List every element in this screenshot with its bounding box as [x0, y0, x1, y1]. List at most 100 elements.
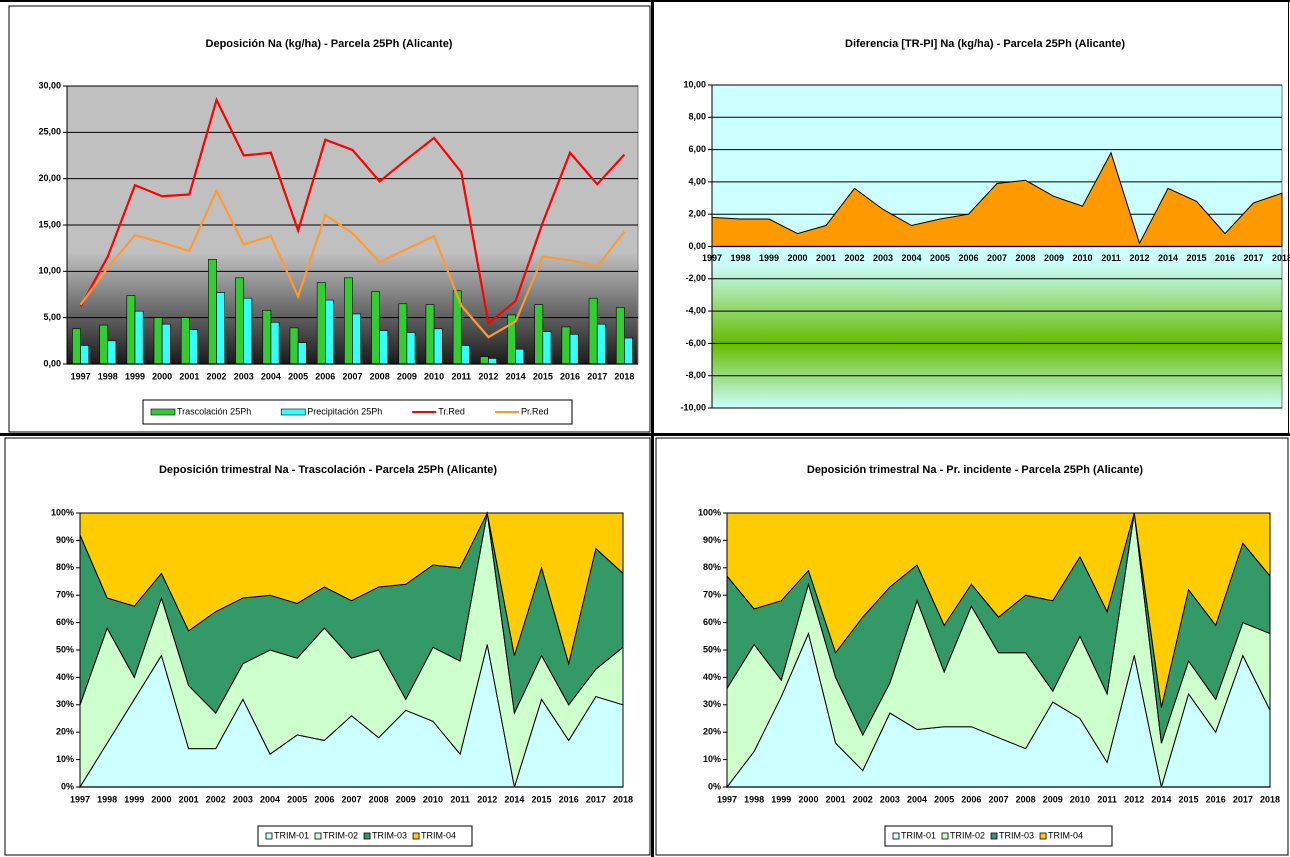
- x-tick-label: 2001: [179, 794, 199, 804]
- chart-title: Deposición trimestral Na - Trascolación …: [159, 464, 497, 476]
- bar: [398, 303, 408, 365]
- legend-box: [884, 825, 1113, 847]
- x-tick-label: 2008: [369, 794, 389, 804]
- x-tick-label: 2001: [826, 794, 846, 804]
- x-tick-label: 2015: [1179, 794, 1199, 804]
- y-tick-label: 50%: [56, 644, 74, 654]
- bar: [352, 313, 361, 365]
- bar: [161, 323, 171, 365]
- legend-label: TRIM-01: [901, 830, 936, 840]
- y-tick-label: 10%: [703, 754, 721, 764]
- chart-title: Deposición Na (kg/ha) - Parcela 25Ph (Al…: [206, 38, 453, 50]
- x-tick-label: 2009: [396, 794, 416, 804]
- legend-swatch: [412, 832, 420, 840]
- y-tick-label: 30%: [56, 699, 74, 709]
- x-tick-label: 2016: [1206, 794, 1226, 804]
- stacked-area: [79, 511, 624, 666]
- bar: [406, 332, 416, 365]
- y-tick-label: 30%: [703, 699, 721, 709]
- y-tick-label: -8,00: [685, 370, 706, 380]
- x-tick-label: 2011: [451, 371, 471, 381]
- x-tick-label: 1997: [71, 371, 91, 381]
- x-tick-label: 2017: [1233, 794, 1253, 804]
- legend-label: TRIM-03: [999, 830, 1034, 840]
- y-tick-label: 80%: [56, 562, 74, 572]
- x-tick-label: 2012: [1129, 253, 1149, 263]
- x-tick-label: 2015: [1186, 253, 1206, 263]
- legend-swatch: [280, 408, 306, 416]
- panel-frame: [655, 437, 1289, 856]
- y-tick-label: 0%: [708, 781, 721, 791]
- x-tick-label: 2002: [844, 253, 864, 263]
- y-tick-label: 20%: [703, 727, 721, 737]
- x-tick-label: 2018: [1272, 253, 1290, 263]
- panel-frame: [4, 437, 651, 856]
- bar: [270, 321, 280, 365]
- x-tick-label: 2014: [1151, 794, 1171, 804]
- bar: [134, 310, 144, 365]
- bar: [534, 304, 544, 365]
- x-tick-label: 2012: [1124, 794, 1144, 804]
- bar: [126, 295, 136, 365]
- x-tick-label: 1997: [70, 794, 90, 804]
- legend-label: TRIM-04: [1048, 830, 1083, 840]
- bar: [615, 307, 625, 365]
- x-tick-label: 2000: [151, 794, 171, 804]
- x-tick-label: 2005: [930, 253, 950, 263]
- x-tick-label: 2008: [1015, 253, 1035, 263]
- x-tick-label: 2000: [798, 794, 818, 804]
- y-tick-label: 90%: [56, 535, 74, 545]
- y-tick-label: 70%: [703, 590, 721, 600]
- x-tick-label: 2016: [559, 794, 579, 804]
- x-tick-label: 2005: [288, 371, 308, 381]
- bar: [289, 327, 299, 365]
- y-tick-label: 8,00: [688, 112, 706, 122]
- bar: [262, 309, 272, 365]
- legend-label: Tr.Red: [438, 406, 465, 416]
- y-tick-label: 10,00: [38, 266, 61, 276]
- bar: [153, 317, 163, 365]
- x-tick-label: 2016: [1215, 253, 1235, 263]
- bar: [243, 297, 253, 365]
- y-tick-label: 30,00: [38, 80, 61, 90]
- x-tick-label: 2010: [424, 371, 444, 381]
- x-tick-label: 1997: [717, 794, 737, 804]
- x-tick-label: 2011: [1097, 794, 1117, 804]
- line-series: [79, 96, 626, 326]
- x-tick-label: 2007: [342, 371, 362, 381]
- x-tick-label: 2009: [1044, 253, 1064, 263]
- legend-label: Pr.Red: [521, 406, 549, 416]
- x-tick-label: 2003: [873, 253, 893, 263]
- y-tick-label: 100%: [51, 507, 74, 517]
- x-tick-label: 2014: [504, 794, 524, 804]
- legend-label: TRIM-01: [274, 830, 309, 840]
- y-tick-label: 6,00: [688, 144, 706, 154]
- y-tick-label: 70%: [56, 590, 74, 600]
- bar: [379, 330, 389, 365]
- line-series: [79, 188, 626, 339]
- x-tick-label: 2001: [179, 371, 199, 381]
- y-tick-label: 15,00: [38, 219, 61, 229]
- bar: [180, 317, 190, 365]
- bar: [425, 304, 435, 365]
- x-tick-label: 2005: [287, 794, 307, 804]
- x-tick-label: 2007: [987, 253, 1007, 263]
- bar: [433, 328, 443, 365]
- legend-label: TRIM-02: [323, 830, 358, 840]
- bar: [588, 297, 598, 365]
- x-tick-label: 1998: [97, 794, 117, 804]
- x-tick-label: 2014: [506, 371, 526, 381]
- legend-swatch: [314, 832, 322, 840]
- x-tick-label: 2012: [478, 371, 498, 381]
- bar: [515, 348, 525, 365]
- x-tick-label: 2016: [560, 371, 580, 381]
- x-tick-label: 2017: [1243, 253, 1263, 263]
- x-tick-label: 2003: [880, 794, 900, 804]
- x-tick-label: 2002: [853, 794, 873, 804]
- x-tick-label: 2011: [450, 794, 470, 804]
- x-tick-label: 2000: [787, 253, 807, 263]
- x-tick-label: 2002: [207, 371, 227, 381]
- x-tick-label: 2007: [341, 794, 361, 804]
- x-tick-label: 1999: [771, 794, 791, 804]
